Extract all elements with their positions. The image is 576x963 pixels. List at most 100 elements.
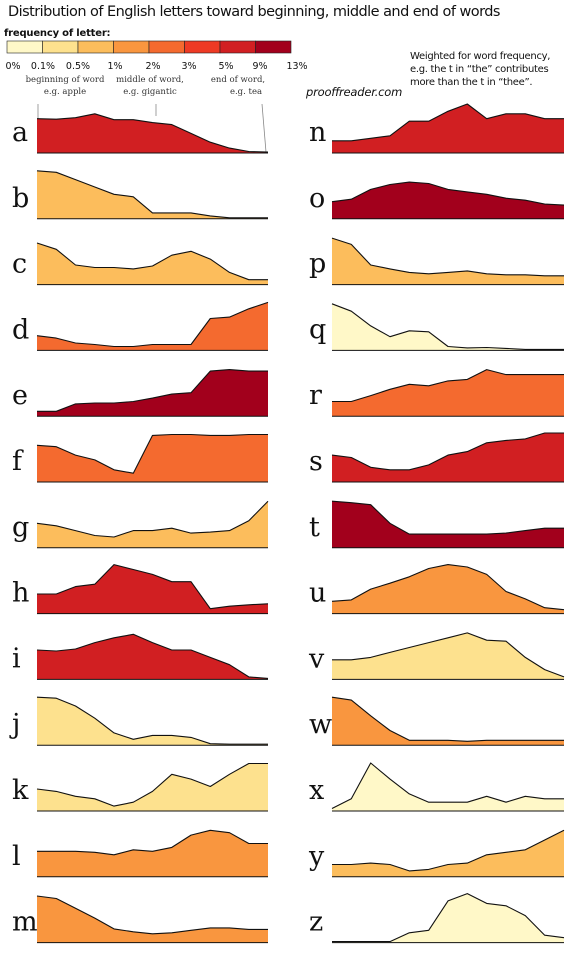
letter-panel-d: d <box>12 301 269 351</box>
position-label-line1: middle of word, <box>116 75 184 85</box>
area-s <box>332 433 564 482</box>
outline-d <box>36 301 269 348</box>
letter-label: p <box>309 249 326 280</box>
area-c <box>37 243 268 285</box>
letter-panel-p: p <box>309 237 564 286</box>
legend-tick-label: 9% <box>252 61 267 72</box>
outline-l <box>37 829 268 856</box>
position-label-line1: beginning of word <box>26 75 105 85</box>
outline-x <box>331 762 564 809</box>
website-credit: prooffreader.com <box>306 85 403 99</box>
letter-label: t <box>309 512 320 543</box>
area-e <box>37 369 268 417</box>
outline-s <box>331 432 564 471</box>
outline-e <box>37 369 268 412</box>
letter-label: y <box>308 841 325 872</box>
chart-title: Distribution of English letters toward b… <box>8 4 500 20</box>
area-r <box>332 369 564 417</box>
letter-label: i <box>12 643 21 674</box>
letter-panel-c: c <box>12 242 268 286</box>
legend-tick-label: 0% <box>5 61 20 72</box>
outline-h <box>37 564 269 610</box>
outline-k <box>36 762 268 807</box>
letter-label: u <box>309 578 326 609</box>
letter-panel-t: t <box>309 500 564 549</box>
letter-panel-w: w <box>309 696 564 746</box>
pointer-end <box>261 103 267 153</box>
letter-panel-g: g <box>12 500 269 549</box>
position-label-line1: end of word, <box>211 75 265 85</box>
color-legend: 0% 0.1% 0.5% 1% 2% 3% 5% 9% 13% beginning of word… <box>5 40 308 97</box>
letter-panel-e: e <box>12 369 268 417</box>
letter-panel-l: l <box>12 829 268 878</box>
area-g <box>37 501 268 548</box>
letter-panel-o: o <box>309 181 565 220</box>
legend-tick-label: 1% <box>107 61 122 72</box>
area-h <box>37 564 268 614</box>
area-x <box>332 763 564 811</box>
letter-label: s <box>309 446 323 477</box>
letter-panel-a: a <box>12 113 269 154</box>
area-n <box>332 104 564 153</box>
letter-panel-h: h <box>12 564 269 615</box>
outline-u <box>331 564 565 611</box>
position-label-line2: e.g. tea <box>230 87 262 97</box>
outline-y <box>332 829 565 872</box>
letter-label: v <box>308 643 325 674</box>
outline-z <box>332 893 565 943</box>
area-a <box>37 113 268 153</box>
outline-o <box>331 181 565 206</box>
letter-label: m <box>12 907 38 938</box>
letter-label: l <box>12 841 21 872</box>
legend-tick-label: 2% <box>145 61 160 72</box>
letter-panel-x: x <box>309 762 564 812</box>
outline-r <box>332 369 564 403</box>
area-q <box>332 303 564 351</box>
area-i <box>37 634 268 680</box>
area-p <box>332 238 564 285</box>
outline-p <box>331 237 564 277</box>
weighting-note: Weighted for word frequency, e.g. the t … <box>410 51 551 88</box>
area-y <box>332 830 564 877</box>
legend-tick-label: 13% <box>286 61 307 72</box>
area-v <box>332 632 564 680</box>
letter-panel-i: i <box>12 633 269 680</box>
area-b <box>37 170 268 219</box>
outline-n <box>332 103 564 142</box>
area-t <box>332 501 564 548</box>
outline-t <box>331 500 564 535</box>
legend-swatch-7 <box>255 40 292 54</box>
legend-tick-label: 3% <box>181 61 196 72</box>
letter-panel-m: m <box>12 895 268 944</box>
area-m <box>37 896 268 943</box>
letter-label: c <box>12 249 27 280</box>
outline-i <box>36 633 269 679</box>
outline-j <box>36 696 268 745</box>
letter-panel-k: k <box>12 762 268 812</box>
letter-label: f <box>12 446 24 477</box>
area-f <box>37 434 268 482</box>
area-l <box>37 830 268 877</box>
letter-label: e <box>12 380 28 411</box>
area-o <box>332 182 564 219</box>
letter-label: z <box>309 907 323 938</box>
letter-label: n <box>309 117 326 148</box>
letter-panel-y: y <box>308 829 565 878</box>
letter-label: k <box>12 775 29 806</box>
legend-tick-label: 0.1% <box>31 61 55 72</box>
letter-panel-n: n <box>309 103 564 154</box>
letter-panel-u: u <box>309 564 565 615</box>
outline-q <box>331 303 564 350</box>
area-u <box>332 564 564 614</box>
letter-panel-b: b <box>12 170 268 220</box>
letter-label: o <box>309 183 325 214</box>
legend-tick-label: 5% <box>218 61 233 72</box>
letter-panel-z: z <box>309 893 565 944</box>
legend-title: frequency of letter: <box>4 28 111 39</box>
letter-label: a <box>12 117 28 148</box>
letter-panel-r: r <box>309 369 564 417</box>
letter-panel-v: v <box>308 632 565 680</box>
letter-label: q <box>309 314 326 345</box>
letter-label: h <box>12 578 29 609</box>
